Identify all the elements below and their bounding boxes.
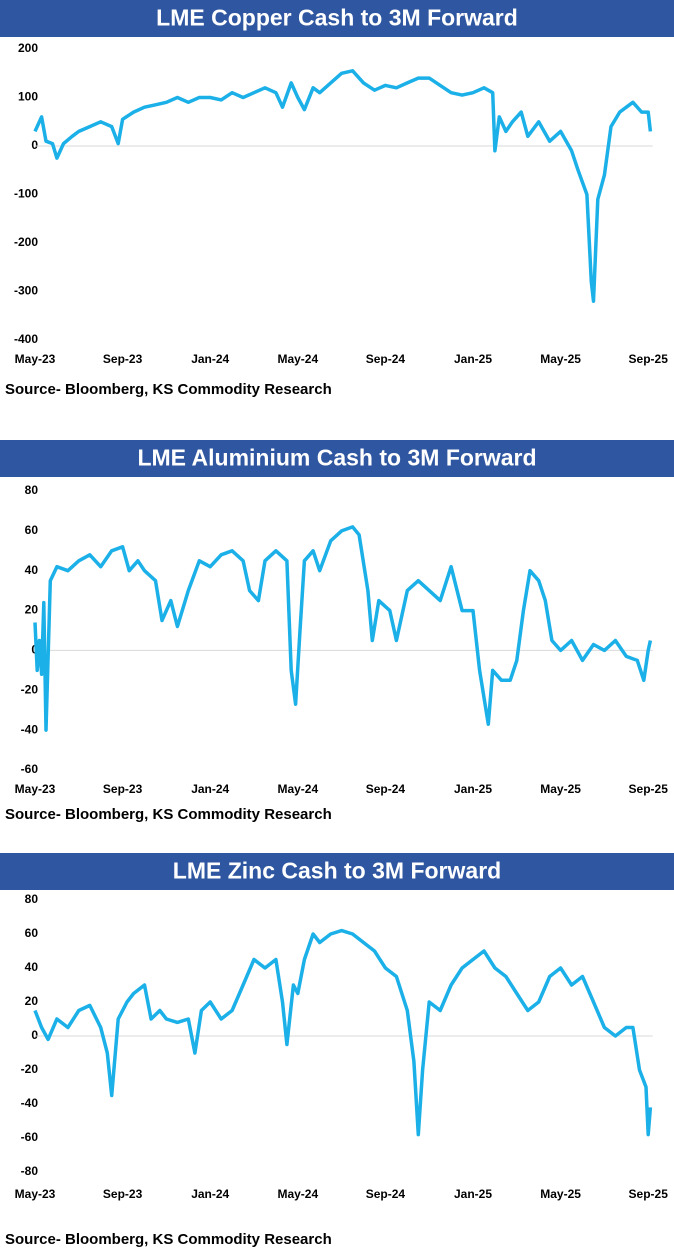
x-tick-label: Jan-24 [191, 1187, 229, 1201]
y-tick-label: 20 [25, 603, 39, 617]
x-tick-label: May-25 [540, 782, 581, 796]
x-tick-label: Sep-23 [103, 782, 143, 796]
y-tick-label: -100 [14, 187, 38, 201]
y-tick-label: -60 [21, 762, 39, 776]
x-tick-label: Sep-25 [629, 352, 669, 366]
x-tick-label: Sep-23 [103, 352, 143, 366]
x-tick-label: Sep-24 [366, 1187, 406, 1201]
y-tick-label: 40 [25, 563, 39, 577]
y-tick-label: -200 [14, 235, 38, 249]
x-tick-label: Jan-25 [454, 1187, 492, 1201]
x-tick-label: Jan-24 [191, 782, 229, 796]
data-line [33, 69, 653, 303]
x-tick-label: May-23 [15, 352, 56, 366]
y-tick-label: -40 [21, 1096, 39, 1110]
y-tick-label: -40 [21, 722, 39, 736]
x-tick-label: May-25 [540, 1187, 581, 1201]
source-note: Source- Bloomberg, KS Commodity Research [5, 806, 332, 823]
title-bar [0, 0, 674, 37]
y-tick-label: -400 [14, 332, 38, 346]
y-tick-label: -20 [21, 682, 39, 696]
title-bar [0, 440, 674, 477]
y-tick-label: 60 [25, 926, 39, 940]
x-tick-label: Jan-25 [454, 782, 492, 796]
x-tick-label: Sep-24 [366, 782, 406, 796]
x-tick-label: May-24 [277, 352, 318, 366]
x-tick-label: May-24 [277, 1187, 318, 1201]
y-tick-label: -80 [21, 1164, 39, 1178]
y-tick-label: 80 [25, 483, 39, 497]
y-tick-label: -20 [21, 1062, 39, 1076]
y-tick-label: 60 [25, 523, 39, 537]
data-line [33, 525, 653, 732]
x-tick-label: May-23 [15, 1187, 56, 1201]
y-tick-label: 0 [31, 138, 38, 152]
y-tick-label: 80 [25, 892, 39, 906]
x-tick-label: Sep-25 [629, 782, 669, 796]
y-tick-label: 20 [25, 994, 39, 1008]
data-line [33, 928, 653, 1137]
y-tick-label: -300 [14, 284, 38, 298]
x-tick-label: Jan-25 [454, 352, 492, 366]
source-note: Source- Bloomberg, KS Commodity Research [5, 381, 332, 398]
chart-title: LME Copper Cash to 3M Forward [156, 5, 518, 31]
x-tick-label: Sep-24 [366, 352, 406, 366]
x-tick-label: May-23 [15, 782, 56, 796]
y-tick-label: -60 [21, 1130, 39, 1144]
y-tick-label: 100 [18, 90, 38, 104]
x-tick-label: May-24 [277, 782, 318, 796]
x-tick-label: Sep-23 [103, 1187, 143, 1201]
chart-title: LME Zinc Cash to 3M Forward [173, 858, 501, 884]
x-tick-label: Jan-24 [191, 352, 229, 366]
x-tick-label: Sep-25 [629, 1187, 669, 1201]
y-tick-label: 0 [31, 1028, 38, 1042]
source-note: Source- Bloomberg, KS Commodity Research [5, 1231, 332, 1248]
title-bar [0, 853, 674, 890]
chart-title: LME Aluminium Cash to 3M Forward [137, 445, 536, 471]
y-tick-label: 40 [25, 960, 39, 974]
x-tick-label: May-25 [540, 352, 581, 366]
y-tick-label: 200 [18, 41, 38, 55]
